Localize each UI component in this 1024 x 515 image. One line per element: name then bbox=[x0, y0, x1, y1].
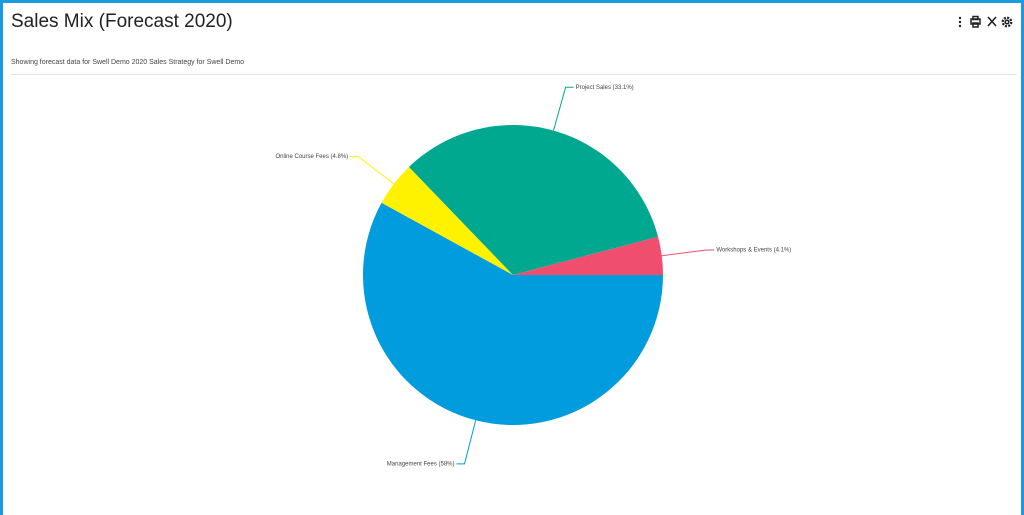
leader-line bbox=[661, 249, 715, 257]
widget-subtitle: Showing forecast data for Swell Demo 202… bbox=[11, 59, 245, 66]
print-icon[interactable] bbox=[970, 15, 981, 28]
toolbar bbox=[958, 15, 1013, 28]
settings-icon[interactable] bbox=[1001, 16, 1013, 28]
leader-line bbox=[553, 86, 574, 131]
widget-title: Sales Mix (Forecast 2020) bbox=[11, 11, 233, 32]
divider bbox=[11, 74, 1017, 75]
pie-slice bbox=[363, 202, 663, 425]
menu-icon[interactable] bbox=[958, 16, 962, 28]
slice-label: Workshops & Events (4.1%) bbox=[716, 248, 791, 254]
chart: Management Fees (58%) Online Course Fees … bbox=[275, 85, 791, 468]
leader-line bbox=[350, 155, 395, 185]
pie-slice bbox=[381, 166, 513, 275]
slice-label: Management Fees (58%) bbox=[387, 461, 455, 467]
expand-icon[interactable] bbox=[987, 16, 997, 27]
pie-slice bbox=[513, 236, 663, 275]
pie-slice bbox=[408, 125, 659, 275]
slice-label: Online Course Fees (4.8%) bbox=[275, 154, 348, 160]
slice-label: Project Sales (33.1%) bbox=[576, 85, 634, 91]
leader-line bbox=[456, 420, 477, 465]
